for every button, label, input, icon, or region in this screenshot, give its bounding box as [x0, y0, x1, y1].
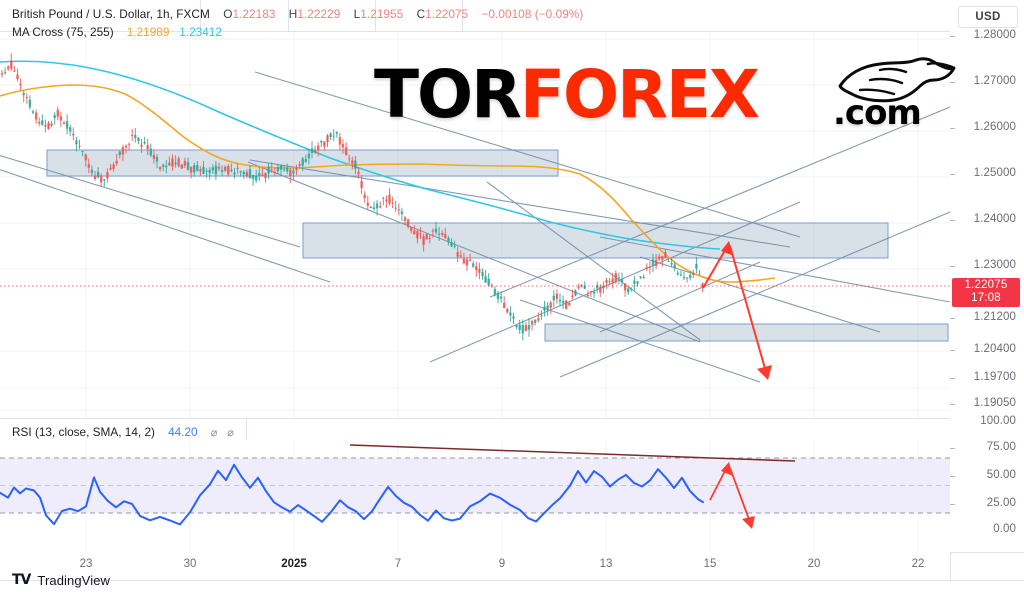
current-price-tag: 1.22075 17:08 [952, 278, 1020, 307]
price-tick: 1.19700 [973, 371, 1016, 383]
time-tick: 20 [807, 558, 821, 570]
trendline-group [0, 71, 950, 383]
symbol-legend[interactable]: British Pound / U.S. Dollar, 1h, FXCM O1… [12, 7, 583, 21]
rsi-null-glyph-1: ⌀ [210, 427, 218, 439]
time-tick: 7 [394, 558, 402, 570]
price-tick: 1.20400 [973, 343, 1016, 355]
high-key: H [288, 7, 298, 21]
price-change: −0.00108 (−0.09%) [481, 7, 584, 21]
rsi-legend-sep [246, 418, 247, 440]
currency-badge[interactable]: USD [958, 6, 1018, 28]
price-tick: 1.25000 [973, 167, 1016, 179]
rsi-legend[interactable]: RSI (13, close, SMA, 14, 2) 44.20 ⌀ ⌀ [12, 425, 234, 439]
open-value: 1.22183 [232, 7, 276, 21]
rsi-tick: 0.00 [993, 523, 1016, 535]
high-value: 1.22229 [297, 7, 341, 21]
rsi-axis[interactable]: 100.00 75.00 50.00 25.00 0.00 [950, 415, 1024, 552]
legend-sep-3 [375, 0, 376, 31]
low-key: L [353, 7, 361, 21]
footer-divider [0, 580, 1024, 581]
rsi-tick-dash [950, 504, 955, 505]
current-price-time: 17:08 [971, 292, 1001, 304]
price-tick-dash [950, 378, 955, 379]
rsi-pane-divider [0, 418, 1024, 419]
tradingview-brand-label: TradingView [37, 572, 111, 588]
price-tick: 1.21200 [973, 311, 1016, 323]
time-axis[interactable]: 23 30 2025 7 9 13 15 20 22 [0, 552, 950, 580]
header-divider [0, 31, 950, 32]
legend-sep-1 [200, 0, 201, 31]
watermark-forex: FOREX [519, 56, 760, 133]
price-tick-dash [950, 128, 955, 129]
legend-sep-2 [288, 0, 289, 31]
price-tick-dash [950, 174, 955, 175]
rsi-tick: 50.00 [986, 469, 1016, 481]
bull-head-icon [836, 56, 956, 108]
price-tick-dash [950, 82, 955, 83]
time-tick: 30 [183, 558, 197, 570]
price-tick-dash [950, 318, 955, 319]
ma-fast-line [0, 84, 776, 283]
ma-slow-value: 1.23412 [179, 25, 222, 39]
rsi-tick-dash [950, 476, 955, 477]
price-tick: 1.19050 [973, 397, 1016, 409]
price-tick-dash [950, 404, 955, 405]
price-tick: 1.27000 [973, 75, 1016, 87]
rsi-tick-dash [950, 448, 955, 449]
open-key: O [223, 7, 233, 21]
forecast-arrows [702, 241, 772, 380]
low-value: 1.21955 [360, 7, 404, 21]
ma-slow-line [0, 60, 721, 250]
rsi-forecast-arrows [709, 462, 755, 529]
time-tick: 2025 [281, 558, 307, 570]
rsi-pane[interactable] [0, 440, 950, 552]
price-tick-dash [950, 350, 955, 351]
ma-fast-value: 1.21989 [126, 25, 170, 39]
close-key: C [416, 7, 426, 21]
rsi-null-glyph-2: ⌀ [227, 427, 234, 439]
rsi-tick: 25.00 [986, 497, 1016, 509]
ma-cross-legend[interactable]: MA Cross (75, 255) 1.21989 1.23412 [12, 25, 222, 39]
symbol-label: British Pound / U.S. Dollar, 1h, FXCM [12, 7, 210, 21]
price-tick-dash [950, 266, 955, 267]
rsi-value: 44.20 [168, 425, 198, 439]
price-chart-pane[interactable] [0, 32, 950, 418]
price-tick: 1.24000 [973, 213, 1016, 225]
tradingview-footer[interactable]: TV TradingView [12, 572, 110, 588]
price-tick: 1.26000 [973, 121, 1016, 133]
tradingview-logo-icon: TV [12, 572, 31, 588]
time-tick: 9 [498, 558, 506, 570]
rsi-descending-resistance [349, 444, 796, 462]
price-tick: 1.28000 [973, 29, 1016, 41]
ma-cross-label: MA Cross (75, 255) [12, 25, 114, 39]
legend-sep-4 [462, 0, 463, 31]
time-tick: 13 [599, 558, 613, 570]
time-tick: 23 [79, 558, 93, 570]
torforex-watermark: TORFOREX [374, 62, 760, 128]
price-tick: 1.23000 [973, 259, 1016, 271]
resistance-zone-mid [302, 222, 889, 259]
rsi-tick: 75.00 [986, 441, 1016, 453]
rsi-label: RSI (13, close, SMA, 14, 2) [12, 425, 155, 439]
candlestick-series [0, 53, 704, 341]
price-chart-canvas [0, 32, 950, 418]
current-price-value: 1.22075 [964, 279, 1008, 291]
support-zone-lower [544, 323, 949, 342]
close-value: 1.22075 [425, 7, 469, 21]
time-tick: 15 [703, 558, 717, 570]
watermark-tor: TOR [374, 56, 522, 133]
price-tick-dash [950, 220, 955, 221]
price-tick-dash [950, 36, 955, 37]
rsi-tick: 100.00 [980, 415, 1016, 427]
rsi-line [0, 463, 704, 526]
time-tick: 22 [911, 558, 925, 570]
rsi-canvas [0, 440, 950, 552]
